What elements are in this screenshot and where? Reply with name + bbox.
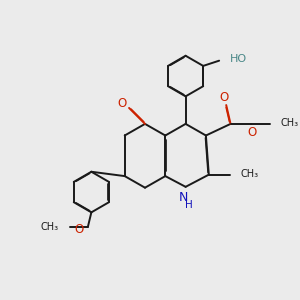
Text: N: N <box>178 191 188 204</box>
Text: O: O <box>74 223 84 236</box>
Text: H: H <box>184 200 192 210</box>
Text: CH₃: CH₃ <box>40 222 58 232</box>
Text: O: O <box>117 97 126 110</box>
Text: CH₃: CH₃ <box>241 169 259 179</box>
Text: O: O <box>219 91 229 104</box>
Text: HO: HO <box>230 54 247 64</box>
Text: CH₃: CH₃ <box>281 118 299 128</box>
Text: O: O <box>248 125 257 139</box>
